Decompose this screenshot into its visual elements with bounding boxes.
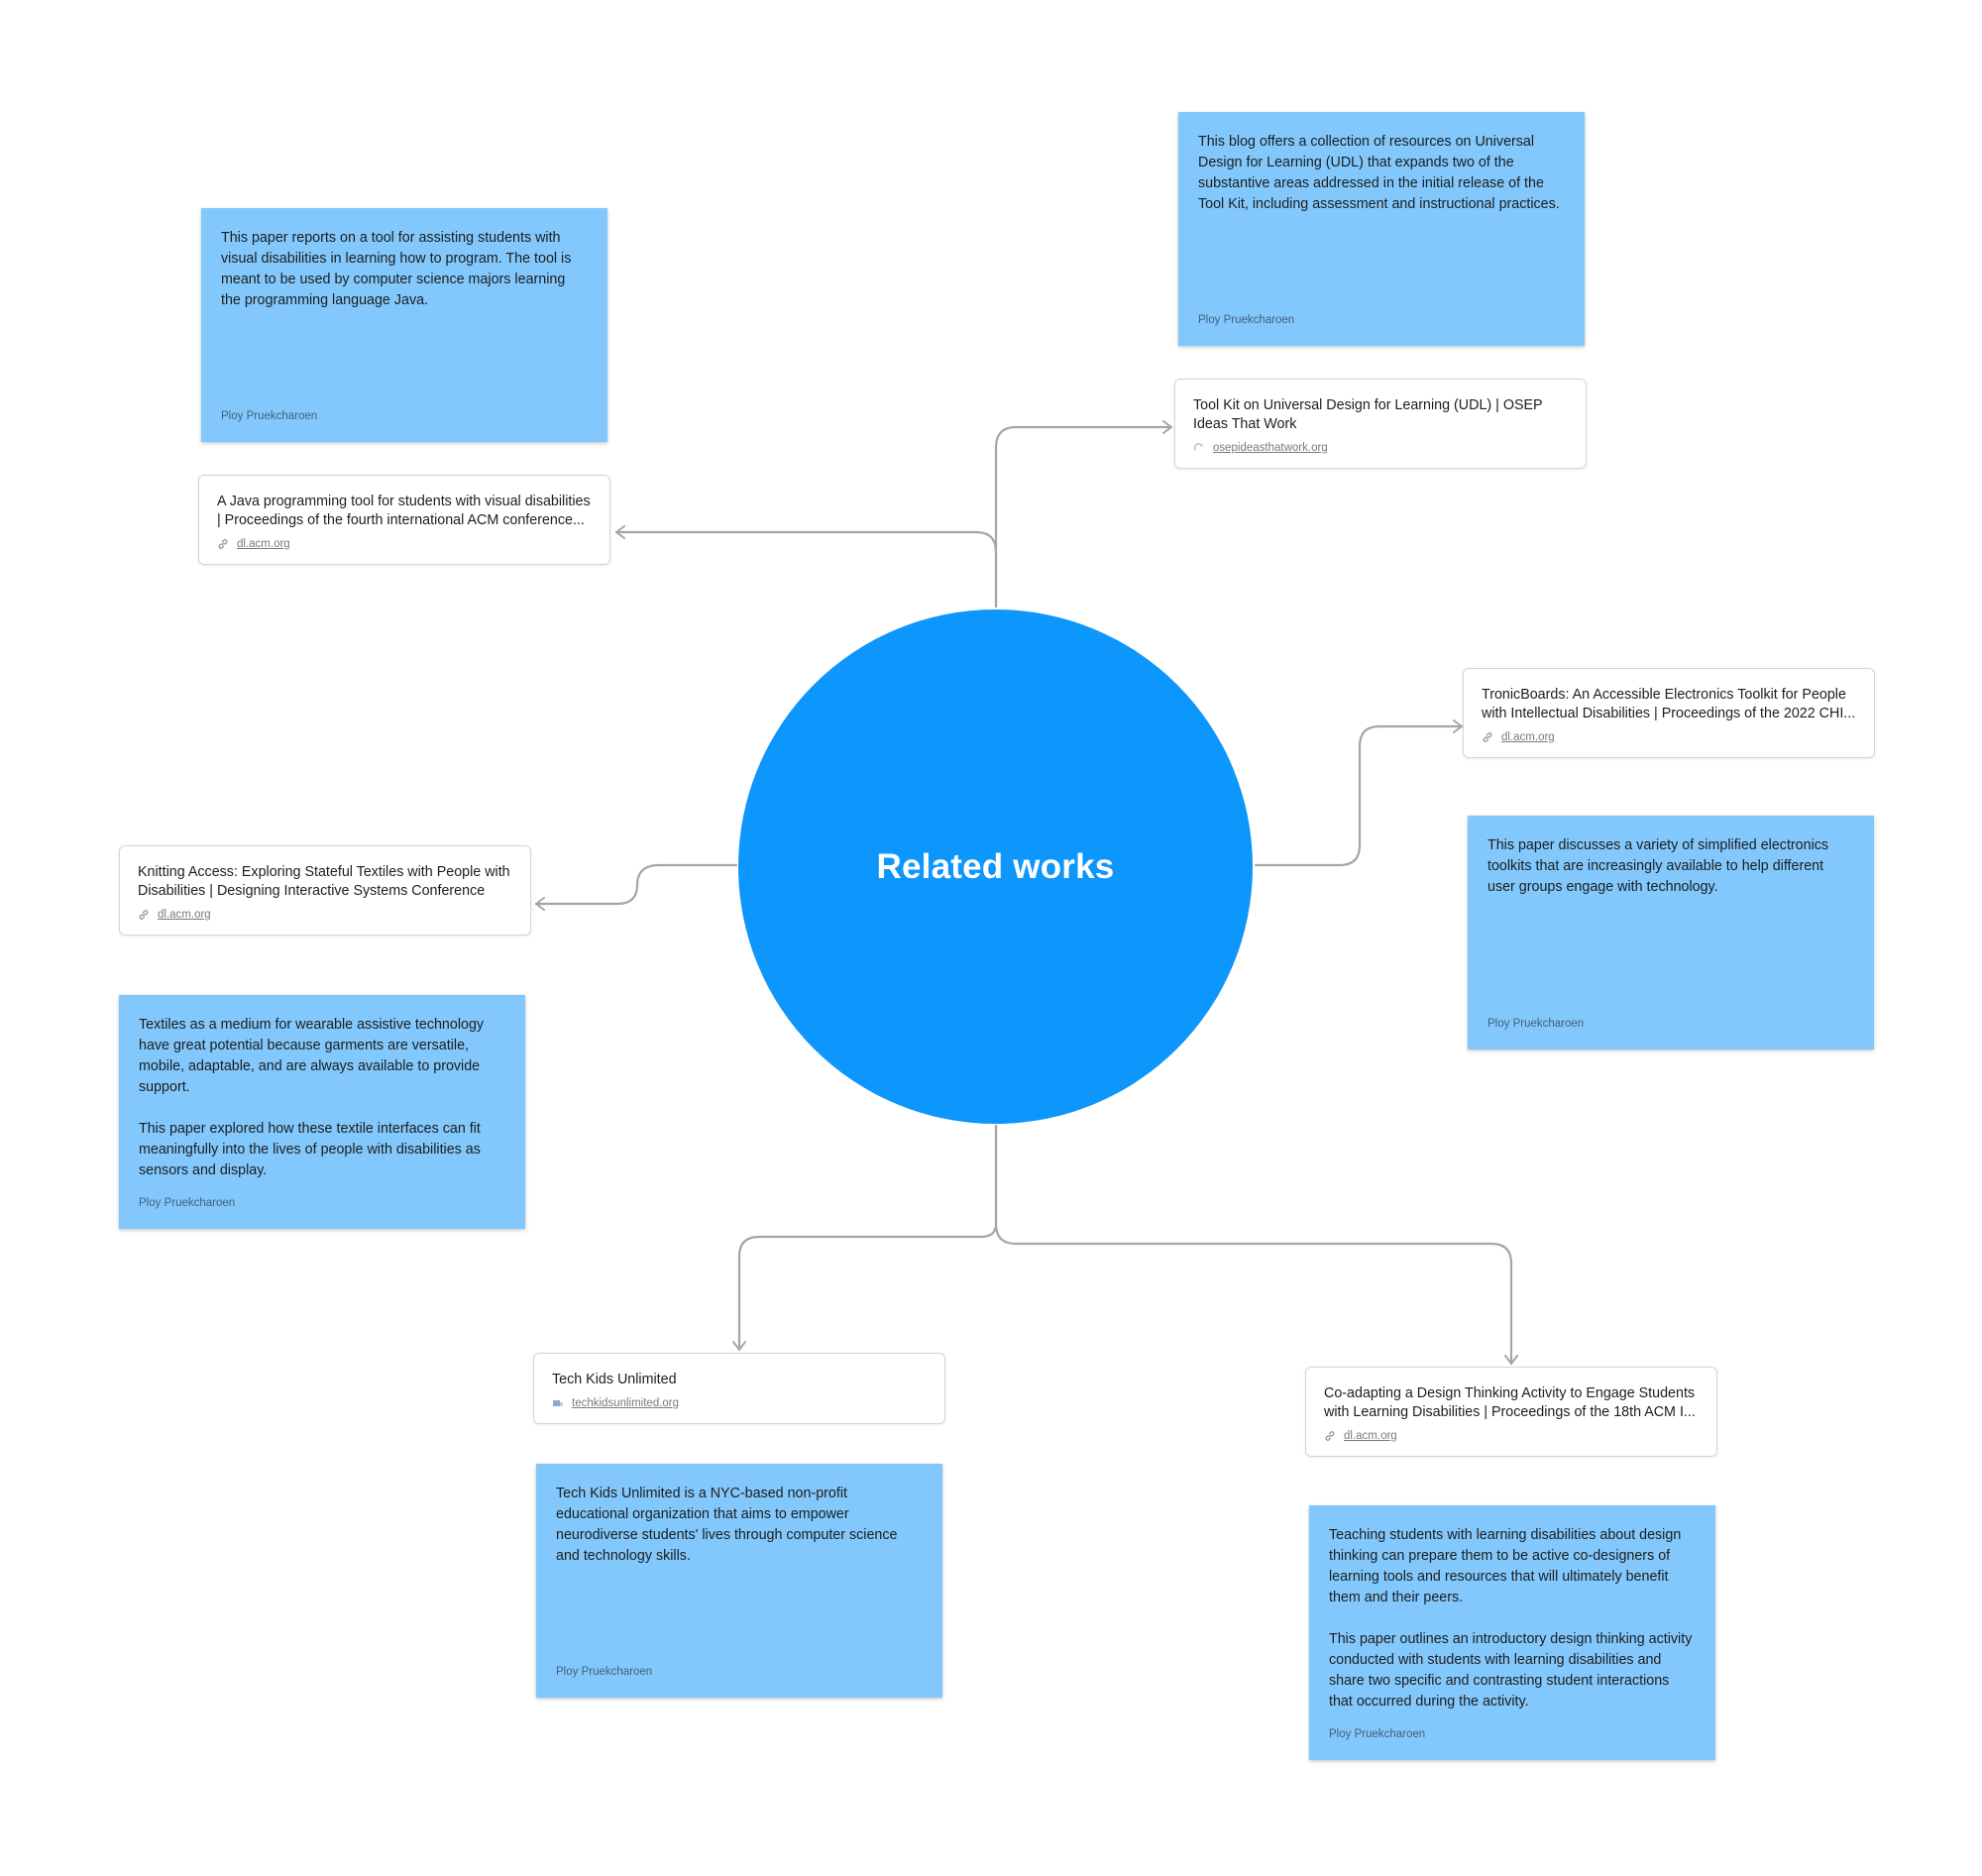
connector-to-tech-kids	[732, 1124, 998, 1352]
link-card-tech-kids[interactable]: Tech Kids Unlimited techkidsunlimited.or…	[533, 1353, 945, 1424]
link-card-title: Tech Kids Unlimited	[552, 1372, 677, 1387]
link-card-udl-toolkit[interactable]: Tool Kit on Universal Design for Learnin…	[1174, 379, 1587, 469]
site-favicon-icon	[1193, 443, 1203, 451]
link-card-title: Tool Kit on Universal Design for Learnin…	[1193, 397, 1543, 432]
link-card-title: Knitting Access: Exploring Stateful Text…	[138, 864, 510, 899]
link-card-java-tool[interactable]: A Java programming tool for students wit…	[198, 475, 610, 565]
sticky-note-author: Ploy Pruekcharoen	[556, 1666, 653, 1678]
sticky-note-text: Textiles as a medium for wearable assist…	[139, 1017, 485, 1178]
connector-to-java-tool	[614, 525, 998, 608]
link-card-title: Co-adapting a Design Thinking Activity t…	[1324, 1385, 1696, 1420]
link-card-domain[interactable]: dl.acm.org	[1344, 1430, 1397, 1442]
connector-to-tronicboards	[1254, 719, 1464, 867]
sticky-note-java-tool[interactable]: This paper reports on a tool for assisti…	[201, 208, 607, 442]
link-icon	[218, 539, 228, 549]
sticky-note-text: This paper reports on a tool for assisti…	[221, 230, 572, 308]
sticky-note-tech-kids[interactable]: Tech Kids Unlimited is a NYC-based non-p…	[536, 1464, 942, 1698]
link-card-domain[interactable]: osepideasthatwork.org	[1213, 442, 1328, 454]
link-card-domain[interactable]: dl.acm.org	[237, 538, 290, 550]
link-card-title: A Java programming tool for students wit…	[217, 494, 591, 528]
link-card-title: TronicBoards: An Accessible Electronics …	[1482, 687, 1856, 721]
link-icon	[139, 910, 149, 920]
sticky-note-tronicboards[interactable]: This paper discusses a variety of simpli…	[1468, 816, 1874, 1049]
connector-to-co-adapting	[994, 1124, 1518, 1366]
sticky-note-text: This blog offers a collection of resourc…	[1198, 134, 1560, 212]
sticky-note-author: Ploy Pruekcharoen	[1198, 314, 1295, 326]
sticky-note-text: Tech Kids Unlimited is a NYC-based non-p…	[556, 1486, 898, 1564]
link-icon	[1483, 732, 1492, 742]
connector-to-udl-toolkit	[994, 420, 1173, 608]
sticky-note-author: Ploy Pruekcharoen	[139, 1197, 236, 1209]
sticky-note-knitting-access[interactable]: Textiles as a medium for wearable assist…	[119, 995, 525, 1229]
link-card-tronicboards[interactable]: TronicBoards: An Accessible Electronics …	[1463, 668, 1875, 758]
sticky-note-author: Ploy Pruekcharoen	[1487, 1018, 1585, 1030]
sticky-note-text: Teaching students with learning disabili…	[1329, 1527, 1693, 1710]
sticky-note-text: This paper discusses a variety of simpli…	[1487, 837, 1829, 895]
site-favicon-icon	[553, 1400, 563, 1406]
connector-to-knitting-access	[534, 863, 738, 911]
related-works-hub[interactable]: Related works	[738, 609, 1253, 1124]
link-card-domain[interactable]: techkidsunlimited.org	[572, 1397, 680, 1409]
sticky-note-udl-toolkit[interactable]: This blog offers a collection of resourc…	[1178, 112, 1585, 346]
sticky-note-author: Ploy Pruekcharoen	[1329, 1728, 1426, 1740]
link-card-domain[interactable]: dl.acm.org	[1501, 731, 1555, 743]
sticky-note-author: Ploy Pruekcharoen	[221, 410, 318, 422]
link-card-domain[interactable]: dl.acm.org	[158, 909, 211, 921]
hub-title: Related works	[876, 846, 1115, 886]
link-card-co-adapting[interactable]: Co-adapting a Design Thinking Activity t…	[1305, 1367, 1717, 1457]
link-card-knitting-access[interactable]: Knitting Access: Exploring Stateful Text…	[119, 845, 531, 936]
sticky-note-co-adapting[interactable]: Teaching students with learning disabili…	[1309, 1505, 1715, 1760]
link-icon	[1325, 1431, 1335, 1441]
